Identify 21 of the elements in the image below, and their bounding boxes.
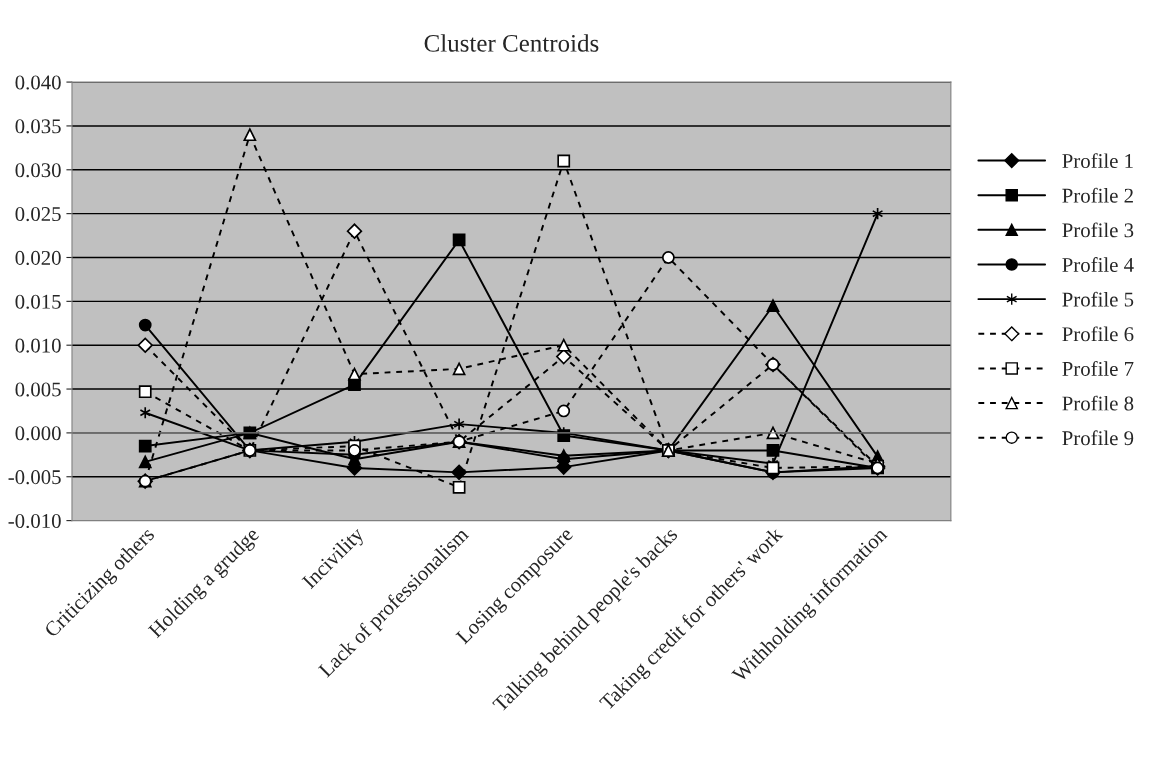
legend-label: Profile 2 bbox=[1062, 187, 1133, 203]
legend-label: Profile 1 bbox=[1062, 153, 1133, 169]
y-tick-label: 0.030 bbox=[15, 163, 61, 178]
y-tick-label: 0.025 bbox=[15, 207, 61, 222]
y-tick-label: -0.005 bbox=[8, 470, 61, 485]
y-tick-label: 0.015 bbox=[15, 294, 61, 309]
legend-label: Profile 4 bbox=[1062, 257, 1134, 272]
legend-label: Profile 7 bbox=[1062, 361, 1134, 376]
legend-label: Profile 5 bbox=[1062, 291, 1134, 307]
y-tick-label: 0.005 bbox=[15, 382, 61, 397]
legend-label: Profile 6 bbox=[1062, 326, 1134, 342]
legend-label: Profile 3 bbox=[1062, 222, 1134, 238]
y-tick-label: 0.040 bbox=[15, 75, 61, 90]
chart-title: Cluster Centroids bbox=[424, 34, 599, 52]
y-tick-label: 0.010 bbox=[15, 338, 61, 353]
legend-label: Profile 9 bbox=[1062, 430, 1134, 446]
y-tick-label: 0.035 bbox=[15, 119, 61, 134]
y-tick-label: -0.010 bbox=[8, 513, 61, 529]
legend-label: Profile 8 bbox=[1062, 395, 1134, 411]
y-tick-label: 0.000 bbox=[15, 426, 61, 441]
y-tick-label: 0.020 bbox=[15, 250, 61, 266]
